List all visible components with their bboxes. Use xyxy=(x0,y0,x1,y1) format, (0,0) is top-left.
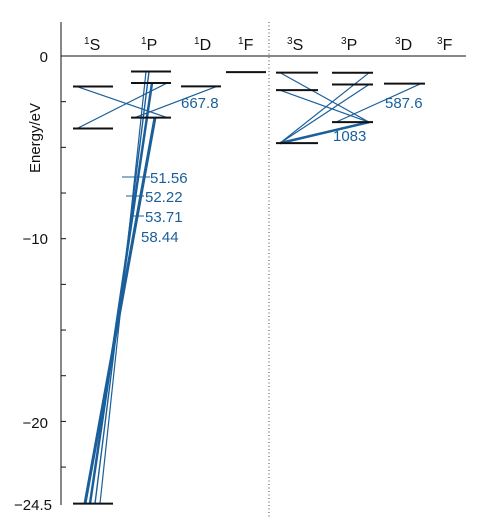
col-label-1P: 1P xyxy=(141,36,157,54)
transition-p1-d1-6 xyxy=(134,85,218,119)
transition-s1-p2-4 xyxy=(76,82,168,130)
wavelength-label-667-8: 667.8 xyxy=(181,95,219,112)
tick-label-minus-24-5: −24.5 xyxy=(14,497,52,514)
wavelength-label-53-71: 53.71 xyxy=(145,209,183,226)
axis-title: Energy/eV xyxy=(27,103,44,173)
transition-ts2-tp1-10 xyxy=(279,89,370,123)
transitions xyxy=(76,71,422,504)
wavelength-label-58-44: 58.44 xyxy=(141,229,179,246)
wavelength-label-51-56: 51.56 xyxy=(150,170,188,187)
transition-ts1-tp1-7 xyxy=(279,120,370,145)
transition-ts1-tp2-8 xyxy=(279,84,370,144)
transition-tp1-td1-12 xyxy=(335,83,422,123)
wavelength-label-52-22: 52.22 xyxy=(145,189,183,206)
col-label-3S: 3S xyxy=(287,36,303,54)
minor-ticks xyxy=(61,55,66,468)
col-label-3P: 3P xyxy=(341,36,357,54)
col-label-3D: 3D xyxy=(395,36,412,54)
tick-label-0: 0 xyxy=(40,49,48,66)
transition-ts3-tp1-11 xyxy=(279,72,370,123)
col-label-1D: 1D xyxy=(194,36,211,54)
transition-g-p3-3 xyxy=(99,71,147,504)
col-label-3F: 3F xyxy=(437,36,453,54)
col-label-1F: 1F xyxy=(238,36,254,54)
energy-levels xyxy=(73,70,425,505)
wavelength-leaders xyxy=(122,176,150,217)
transition-g-p3-2 xyxy=(94,71,150,504)
wavelength-label-1083: 1083 xyxy=(333,128,366,145)
col-label-1S: 1S xyxy=(84,36,100,54)
tick-label-minus-10: −10 xyxy=(23,231,48,248)
tick-label-minus-20: −20 xyxy=(23,415,48,432)
wavelength-label-587-6: 587.6 xyxy=(385,95,423,112)
transition-s2-p1-5 xyxy=(76,85,168,119)
